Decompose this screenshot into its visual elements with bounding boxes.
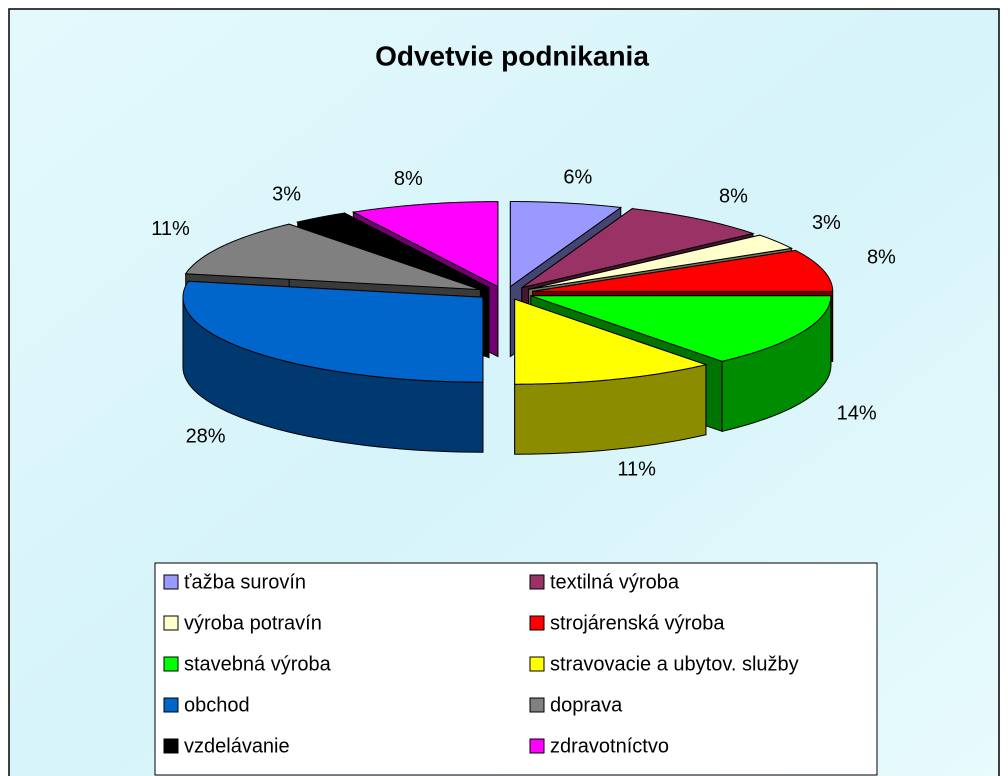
data-label: 8%: [394, 168, 423, 190]
legend-swatch: [163, 615, 179, 631]
legend-swatch: [529, 574, 545, 590]
slice-top: [295, 212, 490, 289]
data-label: 11%: [151, 218, 190, 240]
legend-swatch: [163, 656, 179, 672]
legend-swatch: [529, 697, 545, 713]
slice-top: [182, 280, 484, 383]
pie-slice: [182, 280, 484, 453]
legend-label: stravovacie a ubytov. služby: [550, 653, 799, 675]
data-label: 8%: [719, 185, 748, 207]
legend-label: výroba potravín: [184, 612, 322, 634]
legend-swatch: [163, 738, 179, 754]
legend-label: obchod: [184, 694, 250, 716]
slice-top: [521, 208, 755, 289]
legend-label: zdravotníctvo: [550, 735, 669, 757]
legend-box: [154, 562, 878, 776]
slice-top: [509, 201, 623, 288]
data-label: 28%: [186, 426, 226, 448]
legend-label: textilná výroba: [550, 571, 680, 593]
legend-label: stavebná výroba: [184, 653, 332, 675]
slice-top: [184, 223, 481, 291]
data-label: 6%: [563, 167, 592, 189]
legend-swatch: [529, 738, 545, 754]
pie: 6% 8% 3% 8% 14% 11% 28% 11% 3% 8%: [151, 167, 896, 481]
slice-top: [351, 201, 499, 288]
pie-slice: [514, 298, 708, 455]
legend-label: strojárenská výroba: [550, 612, 725, 634]
slice-top: [514, 298, 708, 385]
legend-swatch: [163, 697, 179, 713]
data-label: 8%: [867, 246, 896, 268]
legend-label: ťažba surovín: [184, 571, 306, 593]
slice-top: [530, 295, 832, 362]
data-label: 11%: [617, 458, 656, 480]
legend-swatch: [529, 656, 545, 672]
slice-top: [532, 249, 834, 292]
legend-swatch: [529, 615, 545, 631]
legend-label: vzdelávanie: [184, 735, 290, 757]
slice-top: [528, 234, 794, 290]
data-label: 14%: [837, 403, 877, 425]
chart-title: Odvetvie podnikania: [375, 40, 649, 71]
data-label: 3%: [812, 212, 841, 234]
legend-swatch: [163, 574, 179, 590]
legend: ťažba surovín textilná výroba výroba potra…: [163, 571, 799, 757]
legend-label: doprava: [550, 694, 623, 716]
data-label: 3%: [272, 183, 301, 205]
